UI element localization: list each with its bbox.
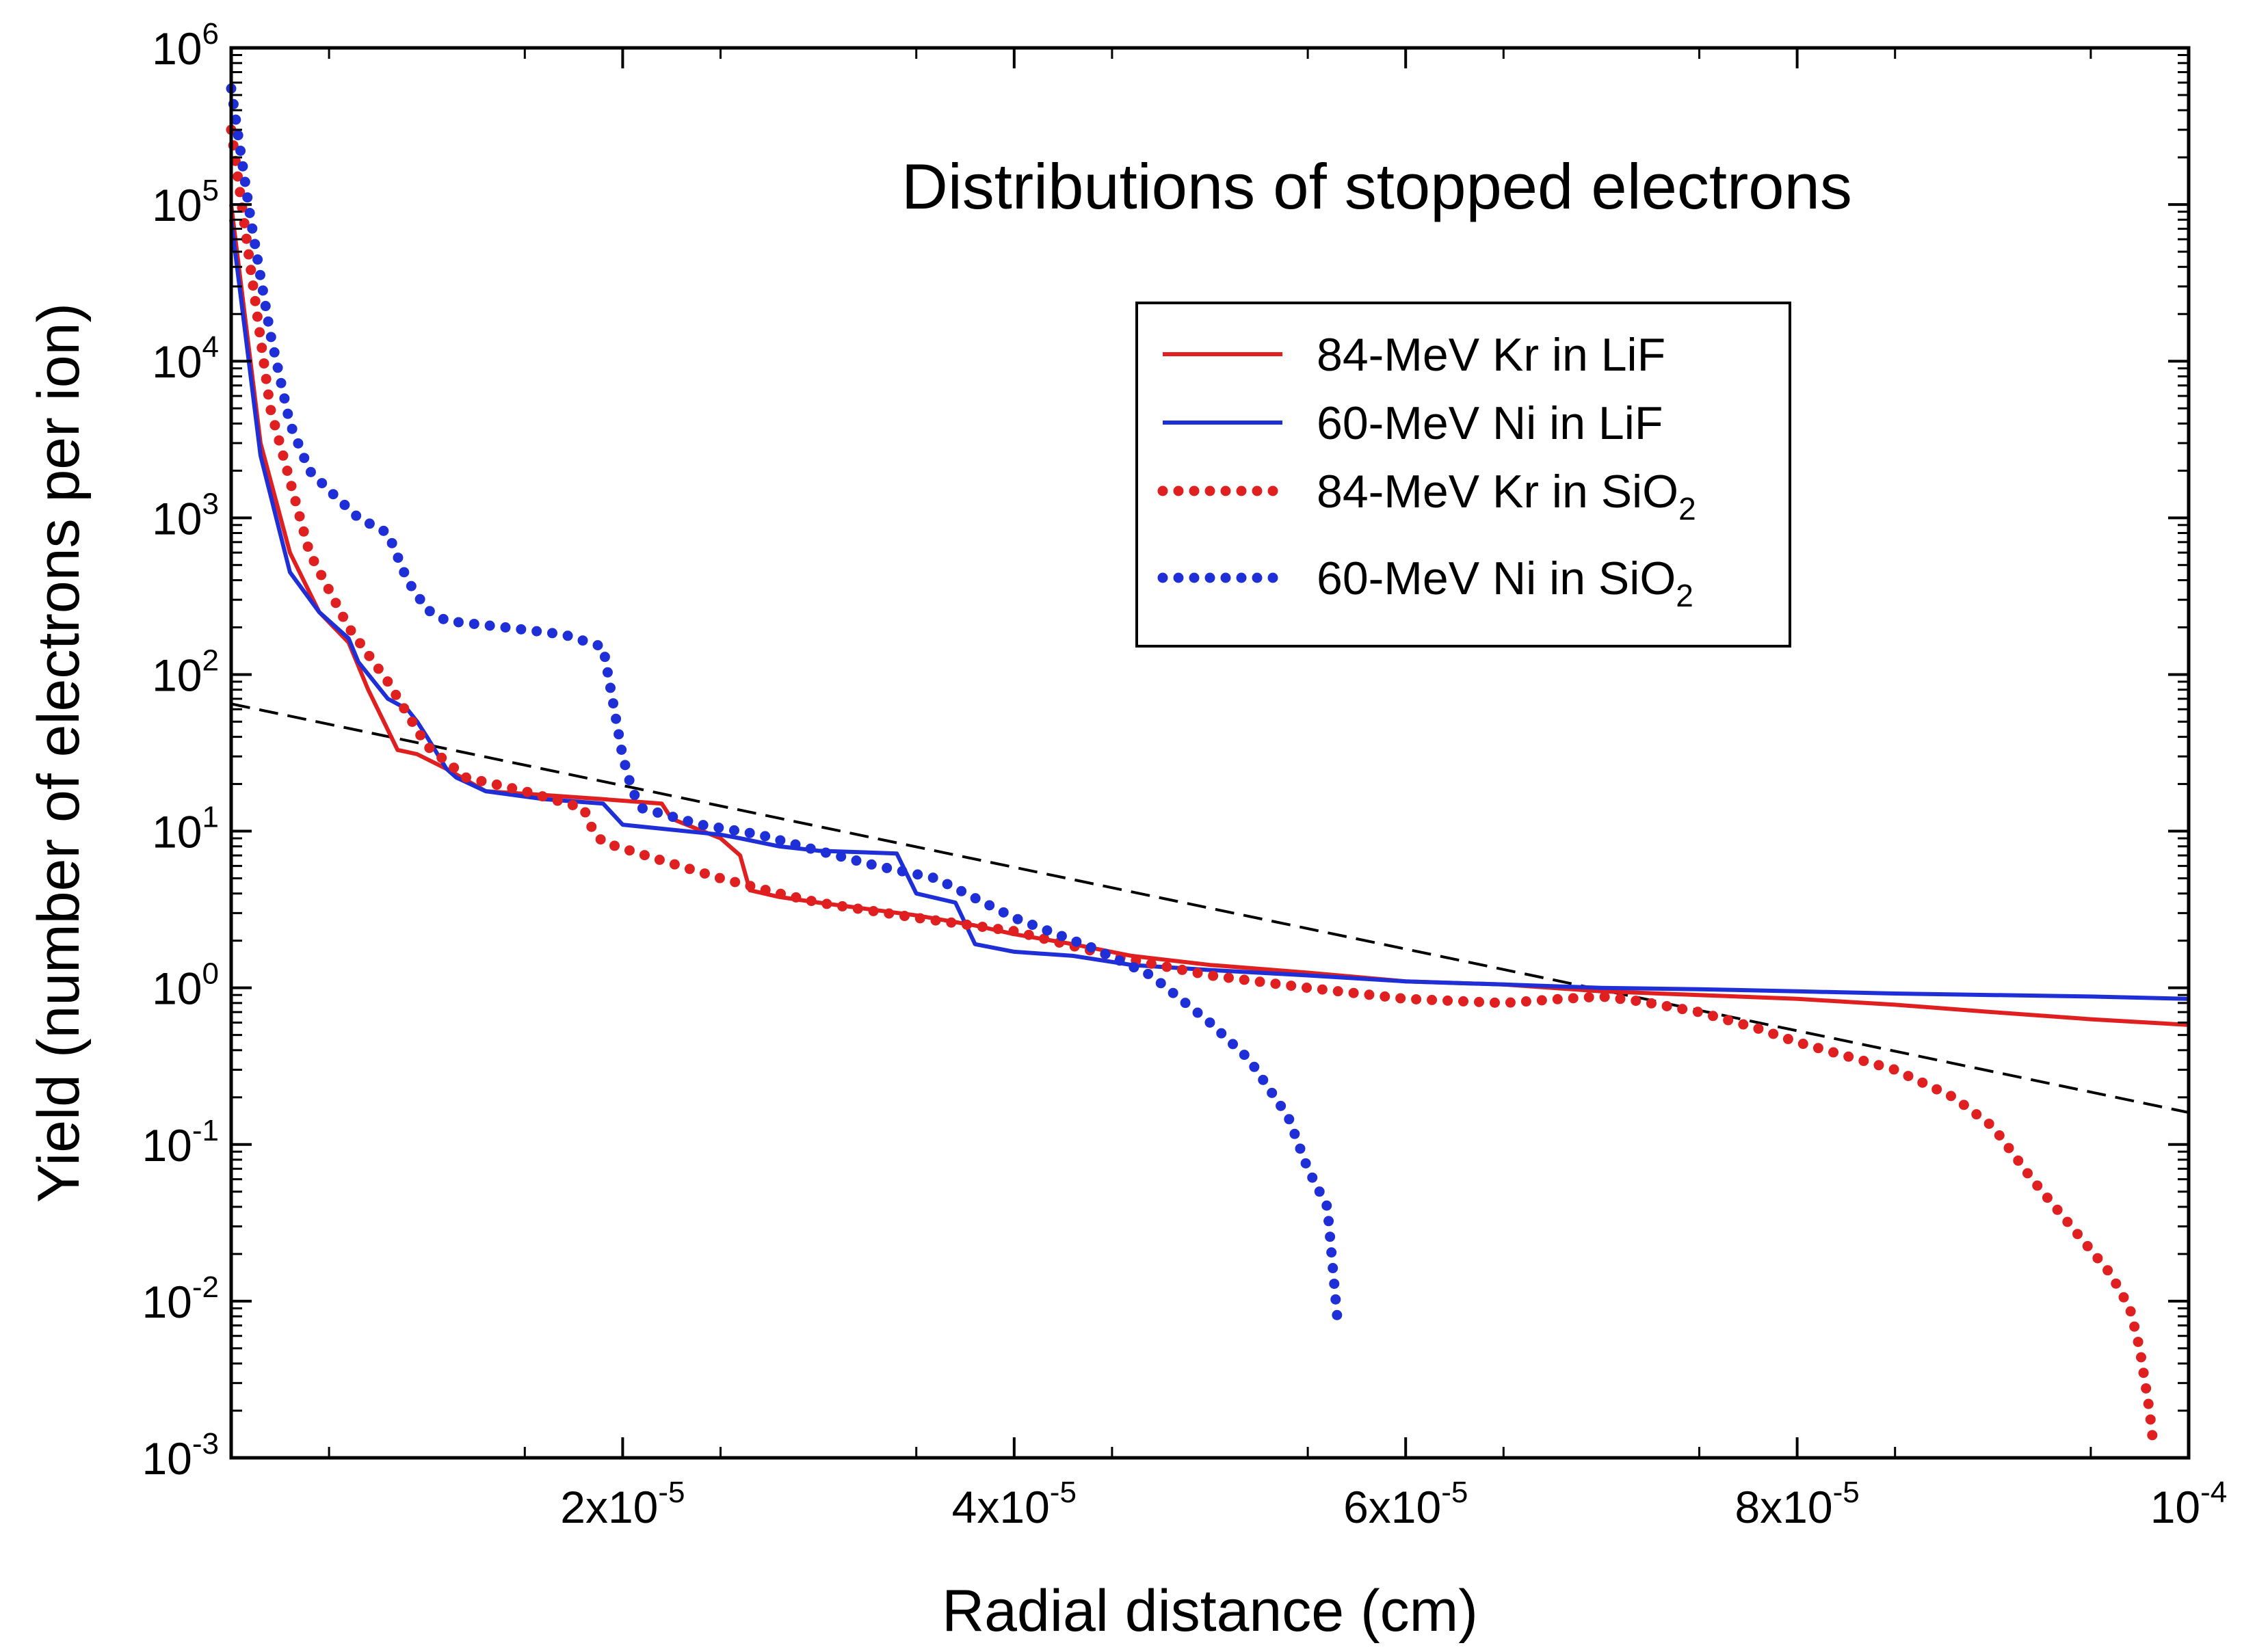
series-line-60-mev-ni-in-lif xyxy=(229,219,2189,1001)
legend-label-84-mev-kr-in-sio2: 84-MeV Kr in SiO2 xyxy=(1317,466,1696,527)
y-tick-label: 103 xyxy=(152,487,219,544)
y-tick-label: 100 xyxy=(152,957,219,1014)
y-tick-label: 105 xyxy=(152,174,219,230)
legend-label-60-mev-ni-in-sio2: 60-MeV Ni in SiO2 xyxy=(1317,552,1693,613)
x-tick-label: 6x10-5 xyxy=(1343,1476,1468,1532)
series-layer xyxy=(226,83,2189,1451)
y-tick-label: 104 xyxy=(152,330,219,387)
y-tick-label: 10-3 xyxy=(142,1427,219,1484)
y-tick-label: 102 xyxy=(152,643,219,700)
legend-frame xyxy=(1135,302,1791,648)
tick-layer: 106 105 104 103 102 101 100 10-1 10-2 10-3 2x10-5 4… xyxy=(142,17,2227,1532)
y-tick-label: 101 xyxy=(152,801,219,857)
series-line-84-mev-kr-in-sio2 xyxy=(226,124,2159,1451)
plot-frame xyxy=(229,46,2191,1460)
x-tick-label: 10-4 xyxy=(2150,1476,2228,1532)
y-axis-title: Yield (number of electrons per ion) xyxy=(26,303,92,1203)
legend: 84-MeV Kr in LiF 60-MeV Ni in LiF 84-MeV K… xyxy=(1135,302,1791,648)
x-tick-label: 4x10-5 xyxy=(952,1476,1077,1532)
y-tick-label: 10-2 xyxy=(142,1270,219,1327)
x-tick-label: 2x10-5 xyxy=(560,1476,685,1532)
chart-title: Distributions of stopped electrons xyxy=(901,150,1852,222)
x-axis-title: Radial distance (cm) xyxy=(942,1578,1478,1644)
series-line-60-mev-ni-in-sio2 xyxy=(226,83,1343,1322)
legend-label-60-mev-ni-in-lif: 60-MeV Ni in LiF xyxy=(1317,397,1663,449)
reference-dashed-line xyxy=(230,702,2189,1114)
y-tick-label: 106 xyxy=(152,17,219,74)
y-tick-label: 10-1 xyxy=(142,1114,219,1171)
x-tick-label: 8x10-5 xyxy=(1735,1476,1859,1532)
legend-label-84-mev-kr-in-lif: 84-MeV Kr in LiF xyxy=(1317,329,1665,381)
